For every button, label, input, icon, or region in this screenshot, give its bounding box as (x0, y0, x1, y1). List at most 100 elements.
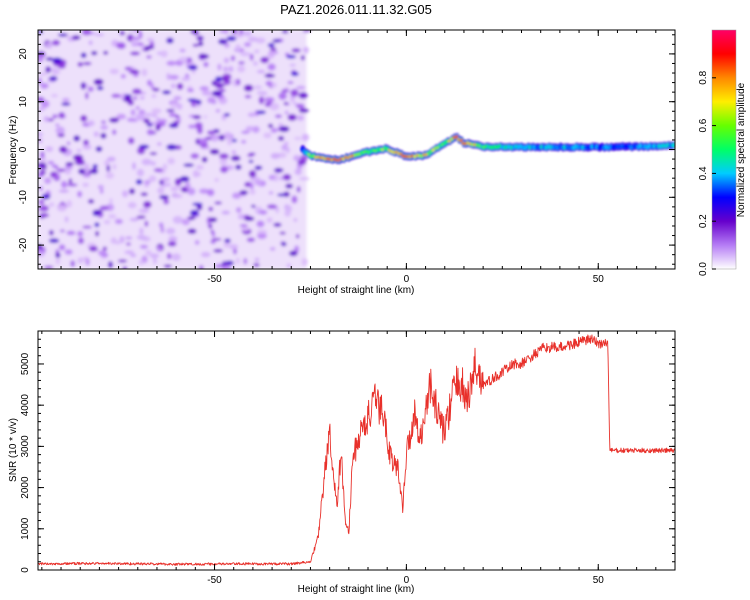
noise-blob (109, 68, 120, 75)
noise-blob (199, 86, 210, 91)
noise-blob (283, 101, 289, 106)
noise-blob-strong (144, 45, 155, 50)
noise-blob (283, 141, 289, 146)
noise-blob (238, 61, 245, 65)
snr-xlabel: Height of straight line (km) (298, 584, 415, 595)
noise-blob (146, 37, 155, 43)
noise-blob-strong (277, 135, 285, 141)
noise-blob (129, 69, 140, 75)
noise-blob (132, 96, 138, 100)
noise-blob (200, 251, 211, 258)
noise-blob (57, 64, 66, 69)
y-tick-label: -20 (18, 237, 29, 252)
noise-blob-strong (166, 144, 177, 151)
noise-blob (52, 114, 58, 119)
noise-blob (58, 112, 66, 119)
noise-blob (300, 55, 305, 61)
noise-blob (168, 112, 177, 118)
noise-blob (77, 61, 83, 67)
noise-blob-strong (166, 37, 174, 44)
noise-blob (135, 113, 145, 120)
noise-blob (287, 80, 294, 85)
noise-blob (160, 177, 171, 182)
spectrogram-ylabel: Frequency (Hz) (8, 116, 19, 185)
noise-blob (152, 257, 157, 265)
noise-blob (55, 258, 61, 265)
noise-blob (247, 112, 256, 118)
noise-blob (88, 40, 93, 46)
noise-blob-strong (189, 209, 200, 217)
noise-blob (52, 68, 61, 75)
noise-blob (221, 265, 232, 269)
noise-blob (293, 218, 298, 222)
noise-blob-strong (231, 138, 238, 143)
noise-blob (38, 132, 44, 137)
noise-blob-strong (298, 108, 309, 113)
noise-blob (291, 195, 298, 204)
noise-blob (192, 114, 202, 120)
noise-blob-strong (78, 168, 86, 175)
noise-blob (87, 120, 95, 127)
noise-blob (165, 227, 176, 235)
noise-blob (132, 162, 136, 170)
noise-blob (199, 264, 204, 269)
noise-blob (295, 234, 300, 239)
noise-blob (38, 54, 44, 63)
noise-blob-strong (218, 38, 228, 45)
noise-blob (222, 131, 233, 140)
noise-blob (237, 65, 246, 73)
noise-blob (58, 244, 66, 251)
noise-blob (273, 167, 283, 173)
noise-blob (87, 199, 95, 204)
noise-blob (103, 50, 109, 55)
noise-blob (163, 264, 172, 268)
noise-blob (293, 155, 301, 162)
noise-blob-strong (45, 57, 54, 61)
noise-blob (130, 37, 138, 41)
noise-blob (144, 220, 149, 227)
noise-blob (66, 141, 71, 146)
noise-blob (243, 84, 254, 92)
noise-blob (160, 227, 165, 234)
noise-blob (139, 96, 145, 100)
noise-blob (48, 202, 55, 207)
noise-blob (258, 96, 265, 105)
noise-blob-strong (215, 76, 223, 83)
noise-blob (74, 158, 85, 166)
noise-blob-strong (190, 30, 198, 34)
noise-blob (100, 124, 109, 131)
noise-blob (213, 248, 223, 253)
noise-blob (167, 241, 177, 247)
snr-frame (37, 330, 676, 571)
noise-blob (219, 30, 230, 34)
colorbar-tick-label: 0.0 (698, 262, 709, 276)
noise-blob (76, 148, 82, 153)
colorbar-label: Normalized spectral amplitude (736, 82, 747, 217)
noise-blob (77, 230, 84, 237)
noise-blob (208, 206, 214, 212)
noise-blob (107, 261, 114, 269)
noise-blob (135, 106, 140, 110)
noise-blob-strong (267, 123, 274, 128)
noise-blob (203, 115, 208, 119)
y-tick-label: 0 (18, 146, 29, 152)
noise-blob (260, 56, 270, 64)
noise-blob (278, 152, 287, 159)
noise-blob (129, 51, 141, 56)
noise-blob (102, 246, 107, 252)
colorbar-gradient (712, 30, 736, 269)
noise-blob (163, 198, 170, 205)
noise-blob (226, 138, 233, 146)
noise-blob (151, 108, 162, 114)
noise-blob (38, 199, 45, 205)
noise-blob (59, 146, 68, 153)
noise-blob (296, 115, 305, 121)
noise-blob (143, 118, 150, 124)
noise-blob-strong (192, 202, 203, 206)
noise-blob (171, 253, 181, 261)
noise-blob (136, 215, 146, 219)
noise-blob (97, 184, 105, 190)
noise-blob (295, 85, 306, 90)
noise-blob (106, 156, 116, 162)
